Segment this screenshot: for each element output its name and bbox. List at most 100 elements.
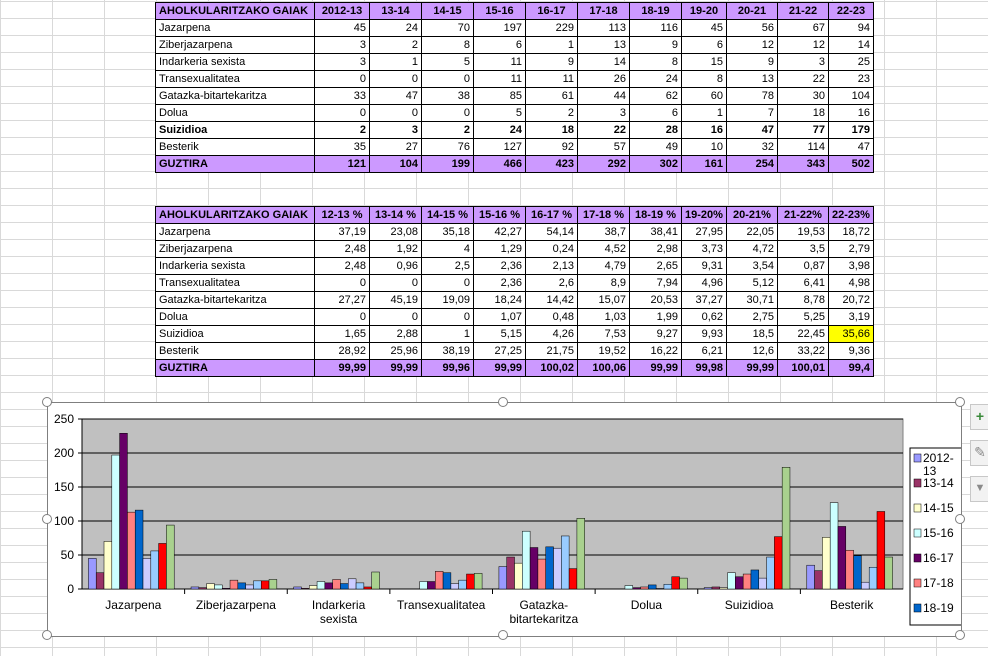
value-cell[interactable]: 33,22 bbox=[777, 342, 829, 360]
column-header-year[interactable]: 18-19 bbox=[629, 2, 682, 20]
value-cell[interactable]: 45,19 bbox=[369, 291, 422, 309]
value-cell[interactable]: 9 bbox=[629, 36, 682, 54]
value-cell[interactable]: 4,52 bbox=[577, 240, 630, 258]
value-cell[interactable]: 0 bbox=[369, 308, 422, 326]
value-cell[interactable]: 7,53 bbox=[577, 325, 630, 343]
value-cell[interactable]: 99,99 bbox=[369, 359, 422, 377]
value-cell[interactable]: 114 bbox=[777, 138, 829, 156]
value-cell[interactable]: 23,08 bbox=[369, 223, 422, 241]
value-cell[interactable]: 47 bbox=[369, 87, 422, 105]
column-header-year[interactable]: 15-16 % bbox=[473, 206, 526, 224]
value-cell[interactable]: 302 bbox=[629, 155, 682, 173]
value-cell[interactable]: 18 bbox=[777, 104, 829, 122]
value-cell[interactable]: 25,96 bbox=[369, 342, 422, 360]
value-cell[interactable]: 99,96 bbox=[421, 359, 474, 377]
value-cell[interactable]: 1 bbox=[525, 36, 578, 54]
value-cell[interactable]: 2 bbox=[369, 36, 422, 54]
column-header-year[interactable]: 14-15 % bbox=[421, 206, 474, 224]
value-cell[interactable]: 26 bbox=[577, 70, 630, 88]
value-cell[interactable]: 1,65 bbox=[314, 325, 370, 343]
row-label-cell[interactable]: Indarkeria sexista bbox=[155, 257, 315, 275]
column-header-year[interactable]: 16-17 % bbox=[525, 206, 578, 224]
value-cell[interactable]: 16 bbox=[828, 104, 874, 122]
value-cell[interactable]: 292 bbox=[577, 155, 630, 173]
column-header-year[interactable]: 21-22 bbox=[777, 2, 829, 20]
value-cell[interactable]: 3 bbox=[777, 53, 829, 71]
value-cell[interactable]: 28,92 bbox=[314, 342, 370, 360]
value-cell[interactable]: 100,06 bbox=[577, 359, 630, 377]
value-cell[interactable]: 4,98 bbox=[828, 274, 874, 292]
value-cell[interactable]: 6 bbox=[681, 36, 727, 54]
value-cell[interactable]: 3,54 bbox=[726, 257, 778, 275]
value-cell[interactable]: 67 bbox=[777, 19, 829, 37]
value-cell[interactable]: 45 bbox=[314, 19, 370, 37]
value-cell[interactable]: 3,73 bbox=[681, 240, 727, 258]
column-header-year[interactable]: 17-18 % bbox=[577, 206, 630, 224]
column-header-year[interactable]: 2012-13 bbox=[314, 2, 370, 20]
value-cell[interactable]: 2,98 bbox=[629, 240, 682, 258]
value-cell[interactable]: 7,94 bbox=[629, 274, 682, 292]
value-cell[interactable]: 9,27 bbox=[629, 325, 682, 343]
value-cell[interactable]: 99,99 bbox=[726, 359, 778, 377]
row-label-cell[interactable]: Dolua bbox=[155, 308, 315, 326]
row-label-cell[interactable]: Gatazka-bitartekaritza bbox=[155, 291, 315, 309]
value-cell[interactable]: 116 bbox=[629, 19, 682, 37]
plus-icon[interactable]: + bbox=[970, 404, 988, 430]
value-cell[interactable]: 0,48 bbox=[525, 308, 578, 326]
value-cell[interactable]: 6,21 bbox=[681, 342, 727, 360]
value-cell[interactable]: 3,19 bbox=[828, 308, 874, 326]
value-cell[interactable]: 0 bbox=[314, 70, 370, 88]
value-cell[interactable]: 24 bbox=[629, 70, 682, 88]
row-label-cell[interactable]: GUZTIRA bbox=[155, 155, 315, 173]
value-cell[interactable]: 92 bbox=[525, 138, 578, 156]
value-cell[interactable]: 179 bbox=[828, 121, 874, 139]
value-cell[interactable]: 1,99 bbox=[629, 308, 682, 326]
value-cell[interactable]: 16 bbox=[681, 121, 727, 139]
value-cell[interactable]: 14 bbox=[828, 36, 874, 54]
row-label-cell[interactable]: Suizidioa bbox=[155, 121, 315, 139]
column-header-year[interactable]: 13-14 bbox=[369, 2, 422, 20]
value-cell[interactable]: 2,75 bbox=[726, 308, 778, 326]
value-cell[interactable]: 199 bbox=[421, 155, 474, 173]
value-cell[interactable]: 27,95 bbox=[681, 223, 727, 241]
value-cell[interactable]: 11 bbox=[473, 70, 526, 88]
value-cell[interactable]: 56 bbox=[726, 19, 778, 37]
value-cell[interactable]: 3 bbox=[369, 121, 422, 139]
value-cell[interactable]: 77 bbox=[777, 121, 829, 139]
value-cell[interactable]: 49 bbox=[629, 138, 682, 156]
value-cell[interactable]: 8 bbox=[421, 36, 474, 54]
value-cell[interactable]: 22,05 bbox=[726, 223, 778, 241]
value-cell[interactable]: 22 bbox=[777, 70, 829, 88]
value-cell[interactable]: 24 bbox=[473, 121, 526, 139]
value-cell[interactable]: 18,5 bbox=[726, 325, 778, 343]
value-cell[interactable]: 0 bbox=[421, 70, 474, 88]
value-cell[interactable]: 45 bbox=[681, 19, 727, 37]
value-cell[interactable]: 2,48 bbox=[314, 257, 370, 275]
value-cell[interactable]: 2,36 bbox=[473, 257, 526, 275]
value-cell[interactable]: 99,98 bbox=[681, 359, 727, 377]
value-cell[interactable]: 35,18 bbox=[421, 223, 474, 241]
value-cell[interactable]: 1,07 bbox=[473, 308, 526, 326]
chart-object[interactable]: 0 50 100 150 200 250 Jazarpena Ziberjazarpena In… bbox=[47, 402, 962, 637]
column-header-year[interactable]: 20-21% bbox=[726, 206, 778, 224]
value-cell[interactable]: 27,27 bbox=[314, 291, 370, 309]
column-header-year[interactable]: 18-19 % bbox=[629, 206, 682, 224]
value-cell[interactable]: 32 bbox=[726, 138, 778, 156]
column-header-topic[interactable]: AHOLKULARITZAKO GAIAK bbox=[155, 206, 315, 224]
value-cell[interactable]: 12,6 bbox=[726, 342, 778, 360]
value-cell[interactable]: 3 bbox=[577, 104, 630, 122]
value-cell[interactable]: 8 bbox=[681, 70, 727, 88]
value-cell[interactable]: 4,26 bbox=[525, 325, 578, 343]
column-header-year[interactable]: 14-15 bbox=[421, 2, 474, 20]
value-cell[interactable]: 38 bbox=[421, 87, 474, 105]
value-cell[interactable]: 0 bbox=[314, 104, 370, 122]
value-cell[interactable]: 502 bbox=[828, 155, 874, 173]
value-cell[interactable]: 38,7 bbox=[577, 223, 630, 241]
row-label-cell[interactable]: Gatazka-bitartekaritza bbox=[155, 87, 315, 105]
value-cell[interactable]: 2,48 bbox=[314, 240, 370, 258]
value-cell[interactable]: 25 bbox=[828, 53, 874, 71]
value-cell[interactable]: 30,71 bbox=[726, 291, 778, 309]
column-header-year[interactable]: 12-13 % bbox=[314, 206, 370, 224]
value-cell[interactable]: 5,15 bbox=[473, 325, 526, 343]
value-cell[interactable]: 19,52 bbox=[577, 342, 630, 360]
